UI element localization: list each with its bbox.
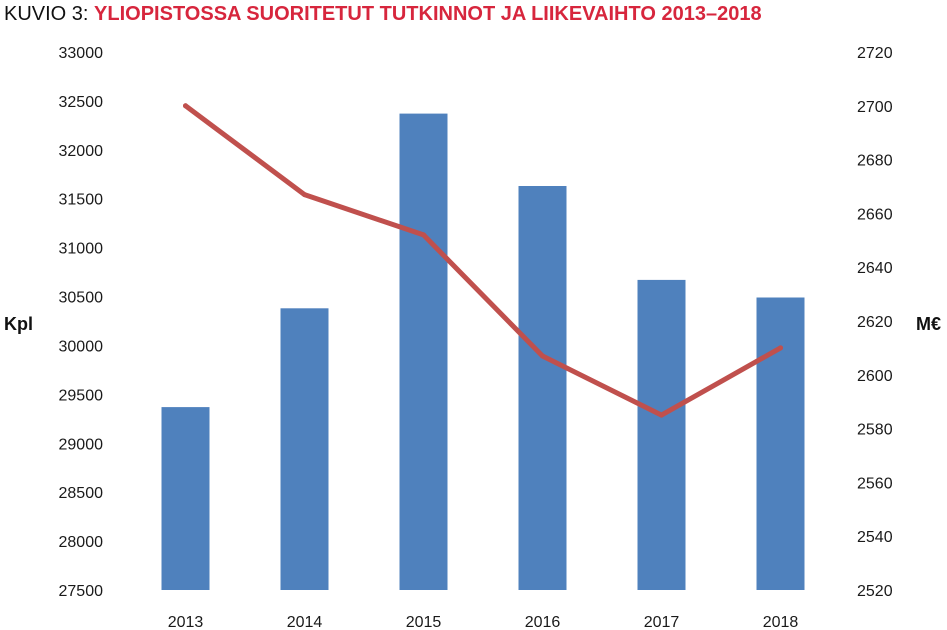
left-tick-label: 28500 bbox=[59, 485, 104, 502]
right-tick-label: 2720 bbox=[857, 45, 893, 62]
left-tick-label: 32500 bbox=[59, 94, 104, 111]
line-series bbox=[183, 103, 783, 418]
left-tick-label: 30000 bbox=[59, 339, 104, 356]
x-tick-label: 2014 bbox=[287, 614, 323, 630]
left-tick-label: 27500 bbox=[59, 583, 104, 600]
line-point-2018 bbox=[778, 345, 783, 351]
left-tick-label: 30500 bbox=[59, 290, 104, 307]
line-point-2014 bbox=[302, 192, 307, 198]
left-tick-label: 29000 bbox=[59, 436, 104, 453]
bar-2015 bbox=[399, 113, 448, 590]
left-tick-label: 32000 bbox=[59, 143, 104, 160]
left-tick-label: 31500 bbox=[59, 192, 104, 209]
right-tick-label: 2580 bbox=[857, 422, 893, 439]
right-tick-label: 2620 bbox=[857, 314, 893, 331]
chart-title-prefix: KUVIO 3: bbox=[4, 3, 95, 25]
right-axis-ticks: 2720 2700 2680 2660 2640 2620 2600 2580 2560 2540… bbox=[857, 45, 893, 600]
right-tick-label: 2540 bbox=[857, 529, 893, 546]
left-axis-label: Kpl bbox=[4, 314, 33, 334]
right-tick-label: 2700 bbox=[857, 99, 893, 116]
x-tick-label: 2018 bbox=[763, 614, 799, 630]
left-tick-label: 28000 bbox=[59, 534, 104, 551]
bar-2013 bbox=[161, 407, 210, 590]
line-layer bbox=[183, 103, 783, 418]
right-axis-label: M€ bbox=[916, 314, 941, 334]
bar-2016 bbox=[518, 186, 567, 590]
left-tick-label: 31000 bbox=[59, 241, 104, 258]
line-point-2013 bbox=[183, 103, 188, 109]
line-point-2015 bbox=[421, 232, 426, 238]
chart-title-main: YLIOPISTOSSA SUORITETUT TUTKINNOT JA LII… bbox=[94, 3, 762, 25]
bar-2018 bbox=[756, 297, 805, 590]
bar-2017 bbox=[637, 279, 686, 590]
right-tick-label: 2600 bbox=[857, 368, 893, 385]
right-tick-label: 2640 bbox=[857, 260, 893, 277]
x-tick-label: 2015 bbox=[406, 614, 442, 630]
line-point-2016 bbox=[540, 353, 545, 359]
right-tick-label: 2560 bbox=[857, 475, 893, 492]
x-tick-label: 2016 bbox=[525, 614, 561, 630]
right-tick-label: 2660 bbox=[857, 206, 893, 223]
x-tick-label: 2013 bbox=[168, 614, 204, 630]
x-tick-label: 2017 bbox=[644, 614, 680, 630]
left-tick-label: 33000 bbox=[59, 45, 104, 62]
bar-2014 bbox=[280, 308, 329, 590]
line-point-2017 bbox=[659, 412, 664, 418]
bar-layer bbox=[161, 113, 805, 590]
x-axis-ticks: 2013 2014 2015 2016 2017 2018 bbox=[168, 614, 799, 630]
right-tick-label: 2520 bbox=[857, 583, 893, 600]
left-axis-ticks: 33000 32500 32000 31500 31000 30500 30000 29500… bbox=[59, 45, 104, 600]
left-tick-label: 29500 bbox=[59, 387, 104, 404]
right-tick-label: 2680 bbox=[857, 153, 893, 170]
chart-title: KUVIO 3: YLIOPISTOSSA SUORITETUT TUTKINN… bbox=[4, 1, 762, 27]
